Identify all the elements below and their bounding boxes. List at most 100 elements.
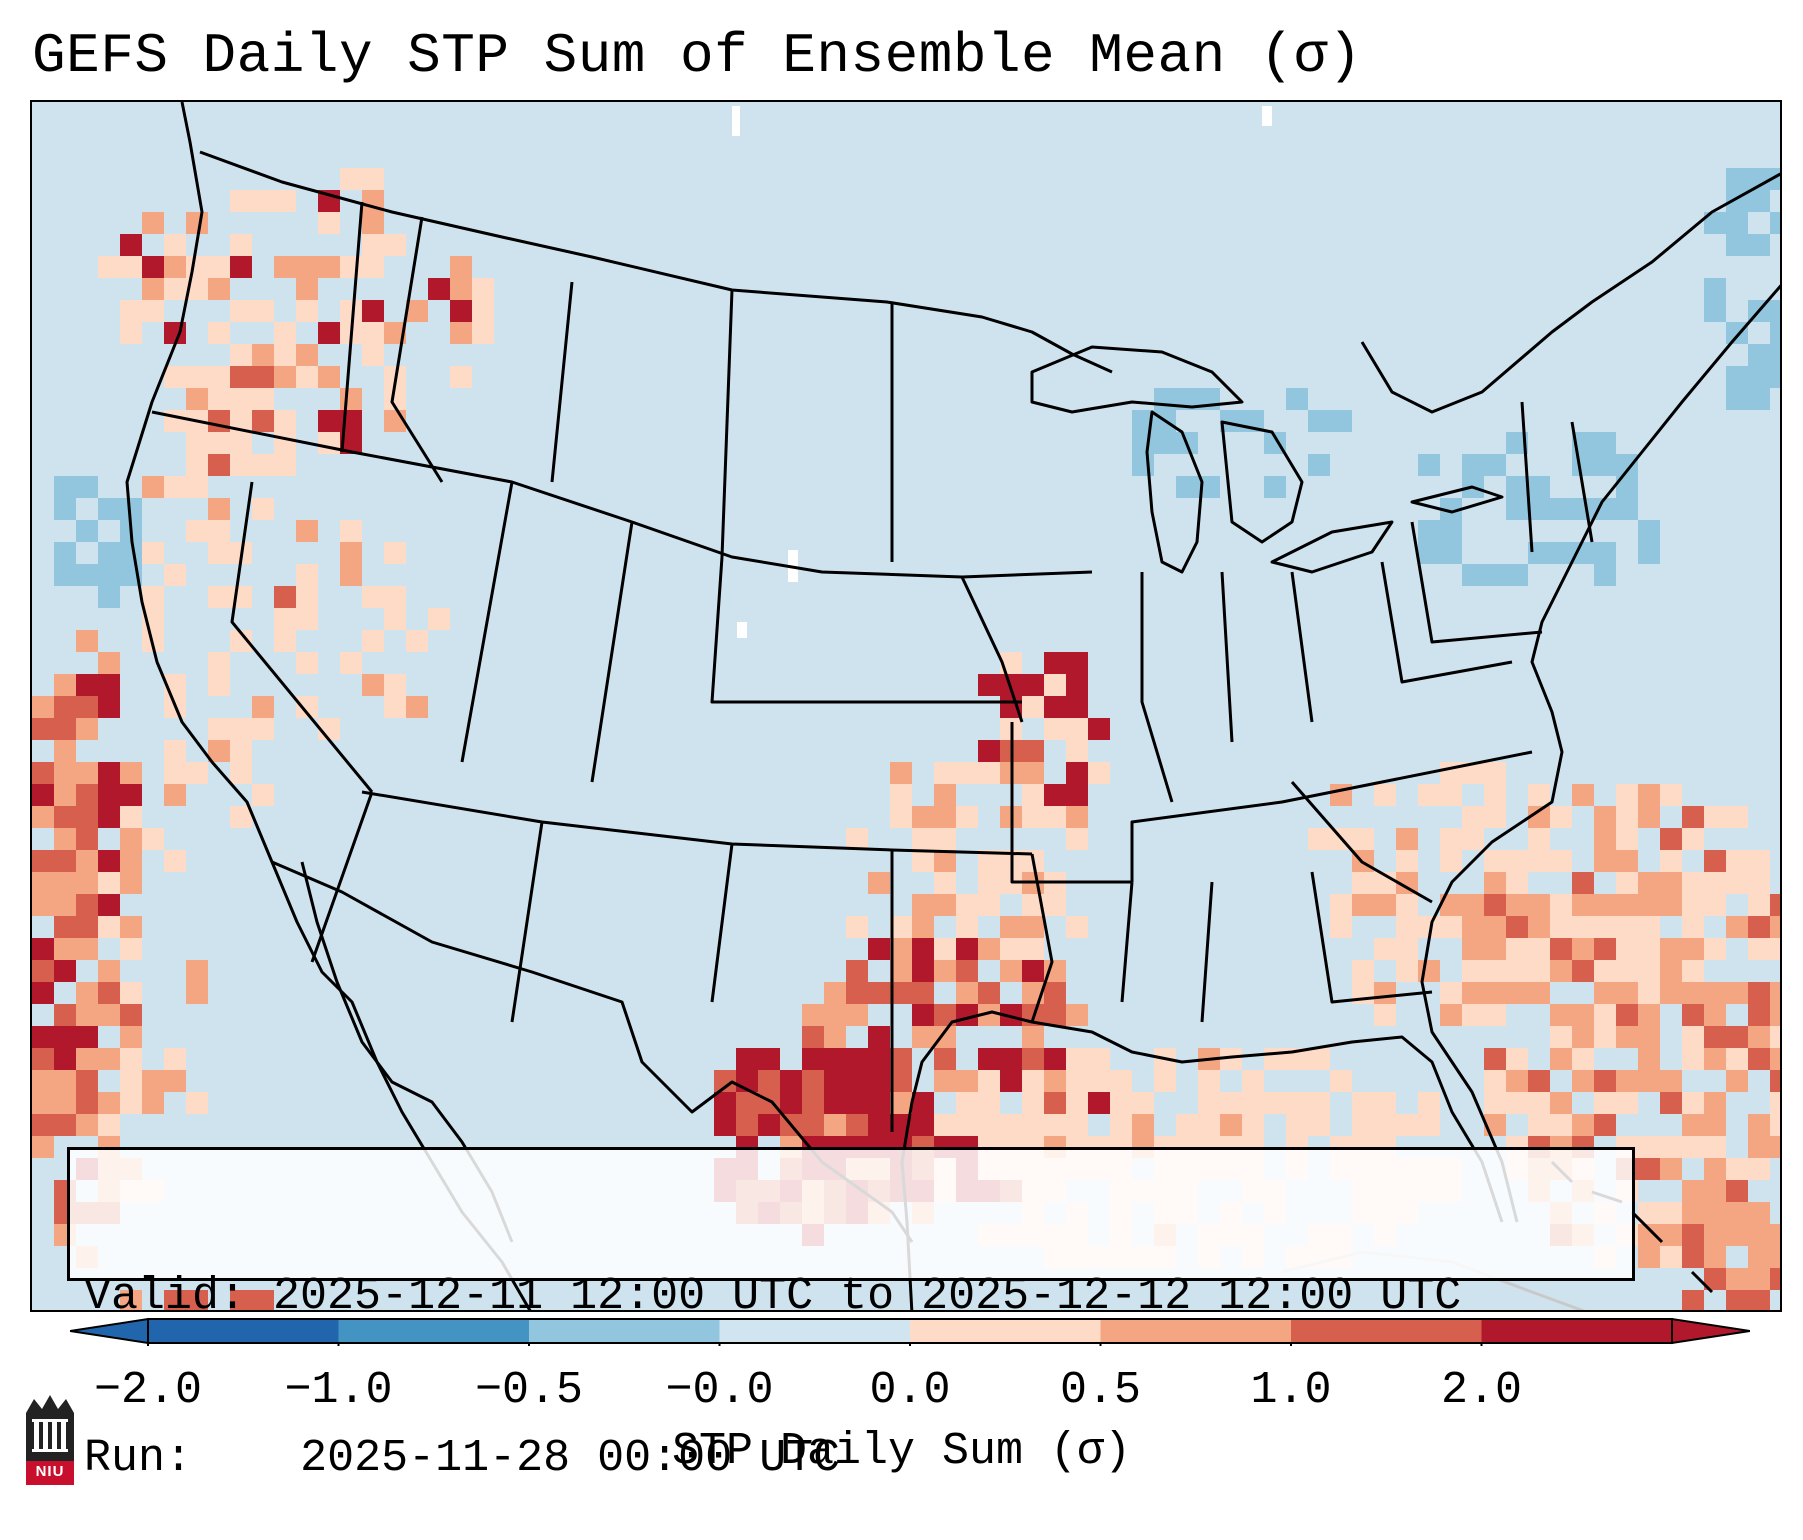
- run-label: Run:: [84, 1433, 193, 1484]
- stp-cell: [1462, 454, 1484, 476]
- lake-huron-shore: [1220, 420, 1304, 544]
- stp-cell: [1638, 916, 1660, 938]
- stp-cell: [1594, 894, 1616, 916]
- stp-cell: [1704, 278, 1726, 300]
- stp-cell: [1660, 1224, 1682, 1246]
- stp-cell: [274, 366, 296, 388]
- stp-cell: [252, 718, 274, 740]
- colorbar: [70, 1316, 1750, 1346]
- stp-cell: [934, 806, 956, 828]
- stp-cell: [296, 696, 318, 718]
- stp-cell: [1396, 1114, 1418, 1136]
- stp-cell: [846, 1048, 868, 1070]
- stp-cell: [912, 916, 934, 938]
- stp-cell: [142, 212, 164, 234]
- stp-cell: [142, 300, 164, 322]
- stp-cell: [406, 630, 428, 652]
- stp-cell: [1000, 1114, 1022, 1136]
- stp-cell: [54, 718, 76, 740]
- stp-cell: [846, 982, 868, 1004]
- stp-cell: [32, 1048, 54, 1070]
- stp-cell: [978, 1114, 1000, 1136]
- stp-cell: [142, 256, 164, 278]
- stp-cell: [1770, 322, 1780, 344]
- stp-cell: [1660, 1092, 1682, 1114]
- stp-cell: [296, 586, 318, 608]
- stp-cell: [120, 300, 142, 322]
- stp-cell: [890, 960, 912, 982]
- stp-cell: [362, 322, 384, 344]
- stp-cell: [1682, 1224, 1704, 1246]
- stp-cell: [1066, 740, 1088, 762]
- stp-cell: [164, 1070, 186, 1092]
- stp-cell: [230, 1290, 252, 1310]
- stp-cell: [1616, 784, 1638, 806]
- stp-cell: [1418, 784, 1440, 806]
- stp-cell: [1550, 1114, 1572, 1136]
- stp-cell: [54, 1092, 76, 1114]
- stp-cell: [1770, 1136, 1780, 1158]
- stp-cell: [1352, 872, 1374, 894]
- stp-cell: [472, 300, 494, 322]
- stp-cell: [1528, 916, 1550, 938]
- stp-cell: [120, 1026, 142, 1048]
- stp-cell: [208, 278, 230, 300]
- missing-data-cell: [1262, 106, 1272, 126]
- stp-cell: [824, 1070, 846, 1092]
- valid-label: Valid:: [84, 1271, 247, 1322]
- stp-cell: [1770, 168, 1780, 190]
- stp-cell: [54, 894, 76, 916]
- stp-cell: [1022, 894, 1044, 916]
- stp-cell: [1726, 322, 1748, 344]
- stp-cell: [890, 982, 912, 1004]
- stp-cell: [978, 982, 1000, 1004]
- stp-cell: [1704, 1136, 1726, 1158]
- stp-cell: [1748, 366, 1770, 388]
- stp-cell: [1044, 1114, 1066, 1136]
- stp-cell: [164, 762, 186, 784]
- stp-cell: [76, 806, 98, 828]
- stp-cell: [1418, 1092, 1440, 1114]
- colorbar-segment: [1100, 1319, 1292, 1343]
- stp-cell: [362, 586, 384, 608]
- stp-cell: [120, 1092, 142, 1114]
- stp-cell: [76, 762, 98, 784]
- stp-cell: [1000, 916, 1022, 938]
- stp-cell: [1726, 982, 1748, 1004]
- stp-cell: [164, 850, 186, 872]
- stp-cell: [1352, 828, 1374, 850]
- stp-cell: [1506, 1092, 1528, 1114]
- stp-cell: [1220, 410, 1242, 432]
- stp-cell: [318, 256, 340, 278]
- stp-cell: [1660, 1202, 1682, 1224]
- stp-cell: [1594, 498, 1616, 520]
- stp-cell: [318, 410, 340, 432]
- stp-cell: [186, 366, 208, 388]
- stp-cell: [1770, 366, 1780, 388]
- stp-cell: [1594, 1114, 1616, 1136]
- stp-cell: [1000, 938, 1022, 960]
- gulf-coastline: [900, 1010, 1504, 1310]
- stp-cell: [76, 564, 98, 586]
- stp-cell: [274, 344, 296, 366]
- stp-cell: [340, 300, 362, 322]
- stp-cell: [406, 300, 428, 322]
- stp-cell: [1528, 476, 1550, 498]
- stp-cell: [1088, 762, 1110, 784]
- colorbar-extend-low: [70, 1317, 149, 1345]
- stp-cell: [362, 256, 384, 278]
- stp-cell: [1616, 1070, 1638, 1092]
- validity-info-box: Valid: 2025-12-11 12:00 UTC to 2025-12-1…: [67, 1147, 1635, 1484]
- stp-cell: [54, 542, 76, 564]
- stp-cell: [1748, 916, 1770, 938]
- run-line: Run: 2025-11-28 00:00 UTC: [84, 1432, 1632, 1486]
- stp-cell: [98, 1048, 120, 1070]
- stp-cell: [98, 762, 120, 784]
- stp-cell: [1682, 1202, 1704, 1224]
- stp-cell: [384, 542, 406, 564]
- stp-cell: [1572, 454, 1594, 476]
- stp-cell: [978, 674, 1000, 696]
- stp-cell: [274, 256, 296, 278]
- colorbar-tick-label: 0.0: [869, 1365, 951, 1416]
- stp-cell: [98, 894, 120, 916]
